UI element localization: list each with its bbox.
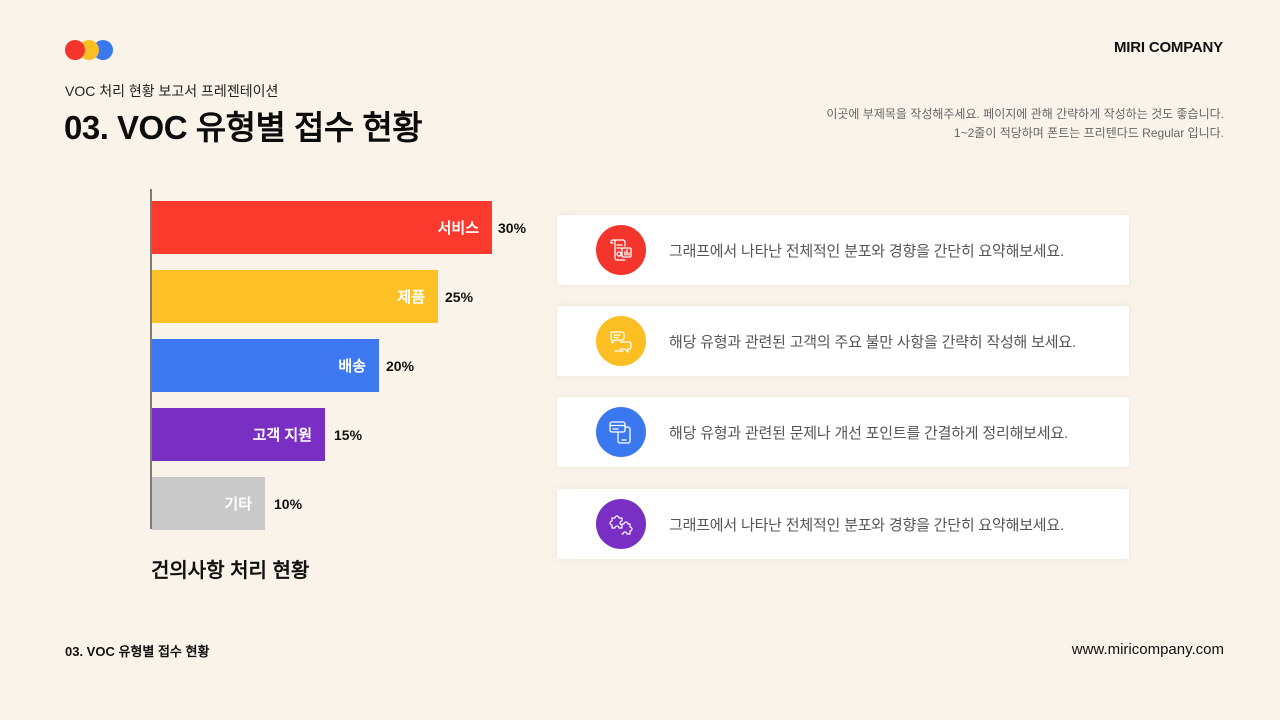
bar-value: 15% bbox=[334, 426, 363, 443]
bar-value: 25% bbox=[445, 288, 474, 305]
bar-label: 고객 지원 bbox=[252, 427, 312, 444]
card-text: 해당 유형과 관련된 고객의 주요 불만 사항을 간략히 작성해 보세요. bbox=[669, 333, 1076, 351]
bar-label: 배송 bbox=[338, 358, 366, 375]
bar-label: 제품 bbox=[397, 289, 425, 306]
company-name: MIRI COMPANY bbox=[1114, 39, 1223, 56]
insight-card-4: 그래프에서 나타난 전체적인 분포와 경향을 간단히 요약해보세요. bbox=[557, 489, 1129, 559]
card-text: 해당 유형과 관련된 문제나 개선 포인트를 간결하게 정리해보세요. bbox=[669, 424, 1068, 442]
insight-card-2: 해당 유형과 관련된 고객의 주요 불만 사항을 간략히 작성해 보세요. bbox=[557, 306, 1129, 376]
bar-label: 서비스 bbox=[437, 220, 479, 237]
bar-service: 서비스 bbox=[152, 201, 492, 254]
subtitle-line-1: 이곳에 부제목을 작성해주세요. 페이지에 관해 간략하게 작성하는 것도 좋습… bbox=[826, 107, 1224, 121]
subtitle-line-2: 1~2줄이 적당하며 폰트는 프리텐다드 Regular 입니다. bbox=[953, 126, 1224, 140]
report-chart-icon bbox=[596, 225, 646, 275]
presentation-supertitle: VOC 처리 현황 보고서 프레젠테이션 bbox=[65, 83, 279, 99]
logo-dot-red bbox=[65, 40, 85, 60]
card-phone-icon bbox=[596, 407, 646, 457]
bar-delivery: 배송 bbox=[152, 339, 379, 392]
card-text: 그래프에서 나타난 전체적인 분포와 경향을 간단히 요약해보세요. bbox=[669, 242, 1064, 260]
chart-axis-line bbox=[150, 189, 152, 529]
brand-logo bbox=[65, 40, 115, 60]
page-title: 03. VOC 유형별 접수 현황 bbox=[64, 109, 423, 146]
bar-product: 제품 bbox=[152, 270, 438, 323]
bar-customer-support: 고객 지원 bbox=[152, 408, 325, 461]
card-text: 그래프에서 나타난 전체적인 분포와 경향을 간단히 요약해보세요. bbox=[669, 516, 1064, 534]
page-subtitle: 이곳에 부제목을 작성해주세요. 페이지에 관해 간략하게 작성하는 것도 좋습… bbox=[826, 105, 1224, 143]
insight-card-1: 그래프에서 나타난 전체적인 분포와 경향을 간단히 요약해보세요. bbox=[557, 215, 1129, 285]
horizontal-bar-chart: 서비스 30% 제품 25% 배송 20% 고객 지원 15% 기타 10% bbox=[150, 189, 550, 530]
chat-bubbles-icon bbox=[596, 316, 646, 366]
bar-label: 기타 bbox=[224, 496, 252, 513]
bar-other: 기타 bbox=[152, 477, 265, 530]
bar-value: 10% bbox=[274, 495, 303, 512]
bar-value: 30% bbox=[498, 219, 527, 236]
chart-title: 건의사항 처리 현황 bbox=[151, 560, 310, 582]
footer-website-link[interactable]: www.miricompany.com bbox=[1071, 641, 1224, 658]
insight-card-3: 해당 유형과 관련된 문제나 개선 포인트를 간결하게 정리해보세요. bbox=[557, 397, 1129, 467]
footer-section-title: 03. VOC 유형별 접수 현황 bbox=[65, 644, 210, 659]
bar-value: 20% bbox=[386, 357, 415, 374]
puzzle-icon bbox=[596, 499, 646, 549]
